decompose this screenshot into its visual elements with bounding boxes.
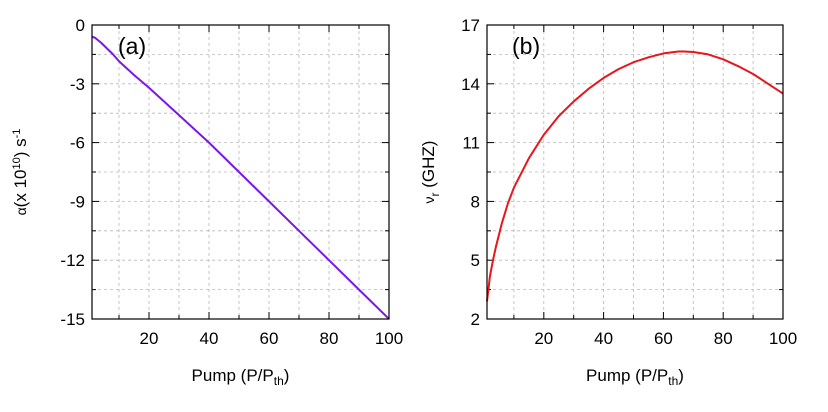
plot-frame [486, 24, 784, 320]
x-tick-label: 80 [320, 329, 339, 348]
y-tick-label: -3 [70, 75, 85, 94]
panel-b: 20 40 60 80 100 17 14 11 8 5 2 (b) Pump (P/Pth) νr (G… [419, 16, 797, 388]
x-tick-label: 40 [594, 329, 613, 348]
plot-frame [91, 24, 390, 320]
x-axis-label: Pump (P/Pth) [586, 366, 684, 388]
y-tick-label: -6 [70, 134, 85, 153]
y-tick-label: -15 [60, 310, 85, 329]
x-tick-label: 60 [654, 329, 673, 348]
y-tick-label: -12 [60, 251, 85, 270]
x-axis-label-main: Pump (P/P [192, 366, 274, 385]
x-axis-label-close: ) [678, 366, 684, 385]
y-axis-label: νr (GHZ) [419, 141, 442, 204]
x-tick-label: 60 [260, 329, 279, 348]
x-axis-label-sub: th [274, 374, 284, 388]
y-axis-label: α(x 1010) s-1 [11, 129, 30, 216]
series-line-0 [91, 35, 390, 320]
y-tick-label: 17 [461, 16, 480, 35]
y-axis-label-sup2: -1 [11, 129, 23, 139]
x-tick-label: 20 [534, 329, 553, 348]
y-tick-label: 11 [462, 134, 480, 153]
x-axis-label-main: Pump (P/P [586, 366, 668, 385]
y-tick-label: -9 [70, 192, 85, 211]
x-tick-label: 40 [200, 329, 219, 348]
series-line-0 [486, 50, 784, 302]
y-axis-label-symbol: α [13, 207, 29, 215]
y-axis-label-mid: ) s [11, 138, 30, 157]
y-tick-label: 14 [461, 75, 480, 94]
panel-a: 20 40 60 80 100 0 -3 -6 -9 -12 -15 (a) Pump (P/Pth) α… [11, 16, 403, 388]
x-tick-label: 80 [714, 329, 733, 348]
x-axis-label-close: ) [284, 366, 290, 385]
x-axis-label: Pump (P/Pth) [192, 366, 290, 388]
x-tick-label: 20 [140, 329, 159, 348]
y-tick-label: 5 [471, 251, 480, 270]
y-tick-label: 8 [471, 192, 480, 211]
y-axis-label-sub: r [428, 192, 442, 196]
y-axis-label-symbol: ν [421, 196, 437, 203]
panel-label: (b) [512, 33, 540, 59]
x-tick-label: 100 [375, 329, 403, 348]
x-axis-label-sub: th [668, 374, 678, 388]
panel-label: (a) [118, 33, 146, 59]
y-tick-label: 0 [76, 16, 85, 35]
x-tick-label: 100 [769, 329, 797, 348]
y-axis-label-post: (GHZ) [419, 141, 438, 193]
y-axis-label-pre: (x 10 [11, 170, 30, 208]
y-tick-label: 2 [471, 310, 480, 329]
y-axis-label-sup: 10 [11, 157, 23, 169]
